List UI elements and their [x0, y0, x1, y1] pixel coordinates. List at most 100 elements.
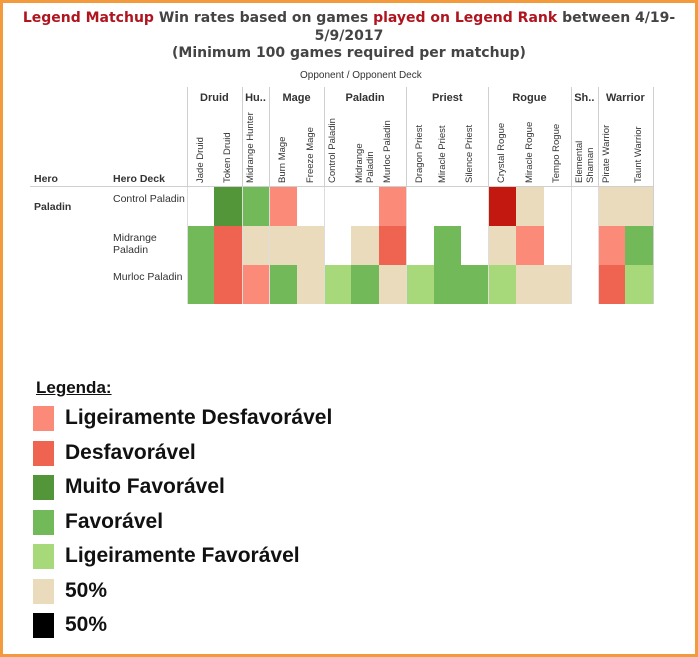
- column-deck-midrange-hunter: Midrange Hunter: [244, 112, 256, 183]
- group-divider: [241, 187, 243, 304]
- legend-label: Muito Favorável: [65, 475, 225, 498]
- legend-swatch: [33, 544, 54, 569]
- heatmap-cell: [406, 265, 434, 304]
- title-part-legend-matchup: Legend Matchup: [22, 10, 154, 26]
- column-deck-miracle-priest: Miracle Priest: [436, 125, 448, 183]
- heatmap-cell: [296, 226, 325, 265]
- title-part-win-rates: Win rates based on games: [158, 10, 369, 26]
- heatmap-cell: [433, 226, 462, 265]
- row-deck-control-paladin: Control Paladin: [113, 193, 185, 205]
- column-group-druid: Druid: [200, 92, 229, 104]
- column-group-paladin: Paladin: [345, 92, 385, 104]
- heatmap-cell: [351, 265, 380, 304]
- column-deck-silence-priest: Silence Priest: [464, 124, 475, 183]
- column-deck-dragon-priest: Dragon Priest: [414, 124, 426, 183]
- chart-title: Legend Matchup Win rates based on games …: [14, 9, 684, 45]
- opponent-axis-caption: Opponent / Opponent Deck: [300, 70, 422, 81]
- column-deck-burn-mage: Burn Mage: [277, 136, 289, 183]
- legend-swatch: [33, 406, 54, 431]
- legend-label: 50%: [65, 578, 108, 602]
- column-group-divider: [187, 87, 188, 187]
- legend-label: Ligeiramente Favorável: [65, 544, 300, 567]
- heatmap-cell: [488, 187, 517, 226]
- legend-label: 50%: [65, 613, 108, 636]
- heatmap-cell: [515, 265, 544, 304]
- group-divider: [570, 187, 572, 304]
- column-group-divider: [269, 87, 271, 187]
- column-deck-pirate-warrior: Pirate Warrior: [601, 124, 612, 183]
- column-group-divider: [570, 87, 572, 187]
- group-divider: [269, 187, 271, 304]
- heatmap-cell: [187, 226, 215, 265]
- heatmap-cell: [378, 226, 407, 265]
- legend-label: Desfavorável: [65, 440, 196, 464]
- group-divider: [324, 187, 325, 304]
- column-deck-crystal-rogue: Crystal Rogue: [496, 122, 508, 183]
- column-deck-taunt-warrior: Taunt Warrior: [633, 126, 645, 183]
- heatmap-cell: [378, 265, 407, 304]
- legend-swatch: [33, 578, 54, 604]
- heatmap-cell: [598, 187, 626, 226]
- column-group-divider: [652, 87, 654, 187]
- column-group-warrior: Warrior: [606, 92, 645, 104]
- heatmap-cell: [598, 226, 626, 265]
- column-group-hu: Hu..: [245, 92, 266, 104]
- column-deck-freeze-mage: Freeze Mage: [304, 127, 316, 183]
- row-header-hero-deck: Hero Deck: [113, 173, 165, 185]
- column-group-divider: [406, 87, 408, 187]
- heatmap-cell: [296, 265, 325, 304]
- heatmap-cell: [187, 265, 215, 304]
- column-group-rogue: Rogue: [512, 92, 547, 104]
- legend-label: Favorável: [65, 509, 164, 533]
- group-divider: [598, 187, 599, 304]
- column-deck-jade-druid: Jade Druid: [195, 137, 206, 183]
- heatmap-cell: [625, 226, 654, 265]
- column-deck-elemental-shaman: Elemental Shaman: [573, 140, 596, 183]
- chart-subtitle: (Minimum 100 games required per matchup): [172, 45, 526, 61]
- heatmap-cell: [269, 265, 297, 304]
- group-divider: [488, 187, 490, 304]
- heatmap-cell: [269, 226, 297, 265]
- heatmap-cell: [241, 226, 270, 265]
- heatmap-cell: [625, 265, 654, 304]
- column-group-divider: [598, 87, 599, 187]
- heatmap-cell: [543, 265, 571, 304]
- heatmap-cell: [214, 187, 243, 226]
- heatmap-cell: [269, 187, 297, 226]
- column-group-divider: [324, 87, 325, 187]
- title-part-dates: between 4/19-5/9/2017: [314, 10, 676, 44]
- column-group-divider: [241, 87, 243, 187]
- column-group-divider: [488, 87, 490, 187]
- heatmap-cell: [515, 187, 544, 226]
- column-deck-token-druid: Token Druid: [222, 132, 234, 183]
- heatmap-cell: [488, 265, 517, 304]
- legend-swatch: [33, 509, 54, 535]
- row-deck-midrange-paladin: Midrange Paladin: [113, 232, 157, 256]
- column-deck-control-paladin: Control Paladin: [327, 118, 338, 183]
- heatmap-cell: [433, 265, 462, 304]
- row-deck-murloc-paladin: Murloc Paladin: [113, 271, 183, 283]
- heatmap-cell: [461, 265, 489, 304]
- heatmap-cell: [598, 265, 626, 304]
- title-part-legend-rank: played on Legend Rank: [373, 10, 558, 26]
- column-deck-midrange-paladin: Midrange Paladin: [354, 143, 377, 183]
- heatmap-cell: [324, 265, 352, 304]
- heatmap-cell: [214, 265, 243, 304]
- column-group-mage: Mage: [282, 92, 311, 104]
- heatmap-cell: [214, 226, 243, 265]
- group-divider: [187, 187, 188, 304]
- group-divider: [406, 187, 408, 304]
- row-header-hero: Hero: [34, 173, 58, 185]
- column-deck-miracle-rogue: Miracle Rogue: [523, 121, 535, 183]
- column-deck-tempo-rogue: Tempo Rogue: [551, 123, 563, 183]
- heatmap-cell: [488, 226, 517, 265]
- heatmap-cell: [515, 226, 544, 265]
- right-divider: [652, 187, 654, 304]
- header-separator: [30, 186, 653, 187]
- legend-swatch: [33, 440, 54, 466]
- column-deck-murloc-paladin: Murloc Paladin: [381, 120, 393, 183]
- heatmap-cell: [378, 187, 407, 226]
- legend-swatch: [33, 613, 54, 638]
- column-group-priest: Priest: [431, 92, 463, 104]
